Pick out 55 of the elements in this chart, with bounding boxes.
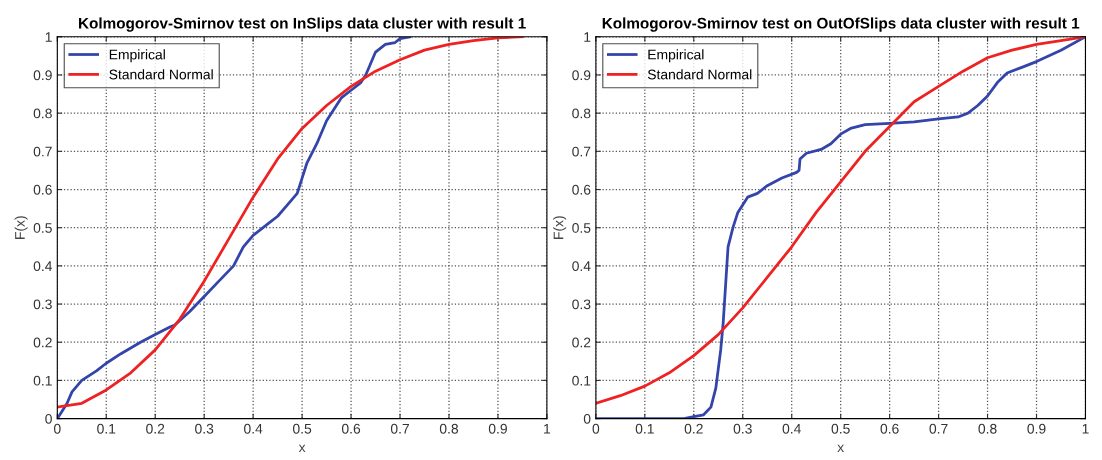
y-tick-label: 0.4 (572, 261, 591, 272)
y-tick-label: 0.5 (33, 223, 52, 233)
x-tick-label: 0.5 (293, 423, 312, 434)
x-tick-label: 1 (544, 423, 551, 434)
x-tick-label: 0.3 (195, 423, 214, 434)
y-tick-label: 0.3 (572, 299, 591, 310)
x-tick-label: 0.9 (488, 423, 507, 434)
y-tick-label: 0.7 (33, 146, 52, 157)
y-tick-label: 0.1 (572, 375, 591, 386)
y-tick-label: 0.8 (572, 108, 591, 119)
x-axis-title: x (298, 444, 306, 453)
y-tick-label: 1 (584, 32, 591, 42)
chart-title: Kolmogorov-Smirnov test on OutOfSlips data cluster with result 1 (602, 17, 1080, 32)
y-axis-title: F(x) (14, 216, 28, 239)
x-tick-label: 0.6 (341, 423, 361, 434)
x-tick-label: 0.4 (244, 423, 263, 434)
legend-label: Standard Normal (647, 69, 752, 80)
y-tick-label: 0.1 (33, 375, 52, 386)
y-tick-label: 0.2 (33, 337, 52, 348)
y-tick-label: 0.4 (33, 261, 53, 272)
x-tick-label: 0.7 (929, 423, 948, 434)
y-tick-label: 0.3 (33, 299, 52, 310)
chart-title: Kolmogorov-Smirnov test on InSlips data cluster with result 1 (79, 17, 526, 32)
x-tick-label: 0.2 (684, 423, 703, 434)
y-tick-label: 0.8 (33, 108, 52, 119)
x-tick-label: 0.1 (635, 423, 654, 434)
y-tick-label: 0.9 (33, 70, 52, 81)
y-tick-label: 0.5 (572, 223, 591, 233)
x-tick-label: 0.8 (978, 423, 997, 434)
x-tick-label: 0.7 (390, 423, 409, 434)
legend-label: Empirical (109, 49, 165, 63)
y-tick-label: 0.6 (572, 184, 591, 195)
x-tick-label: 1 (1082, 423, 1089, 434)
x-tick-label: 0.9 (1027, 423, 1046, 434)
x-tick-label: 0.3 (733, 423, 752, 434)
x-tick-label: 0.4 (782, 423, 801, 434)
line-series (57, 36, 524, 409)
x-tick-label: 0 (53, 423, 61, 434)
x-axis-title: x (837, 444, 844, 453)
x-tick-label: 0.5 (831, 423, 850, 434)
x-tick-label: 0.1 (97, 423, 116, 434)
x-tick-label: 0.2 (146, 423, 165, 434)
legend-label: Empirical (648, 49, 704, 63)
legend-label: Standard Normal (109, 69, 213, 80)
y-tick-label: 0.2 (572, 337, 591, 348)
x-tick-label: 0 (592, 423, 600, 434)
y-tick-label: 0.6 (33, 184, 52, 195)
y-tick-label: 0 (45, 413, 52, 424)
y-tick-label: 1 (45, 32, 52, 42)
x-tick-label: 0.8 (439, 423, 459, 434)
y-tick-label: 0.9 (572, 70, 591, 81)
x-tick-label: 0.6 (880, 423, 899, 434)
y-tick-label: 0 (583, 413, 591, 424)
y-tick-label: 0.7 (572, 146, 591, 157)
y-axis-title: F(x) (553, 216, 567, 239)
